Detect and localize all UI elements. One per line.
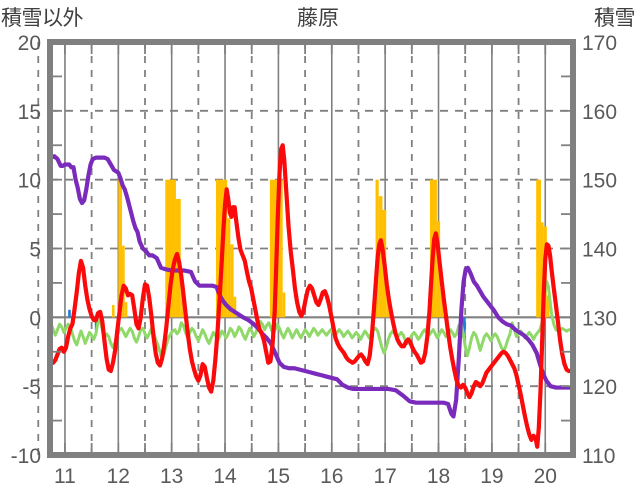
y-axis-left-tick-label: 0 (29, 307, 41, 330)
x-axis-tick-label: 19 (480, 465, 503, 488)
y-axis-right-tick-label: 140 (582, 239, 617, 262)
x-axis-tick-label: 14 (213, 465, 237, 488)
tick-labels-group: 20 15 10 5 0 -5 -10 170 160 150 140 130 120 110 11 12 13… (11, 32, 617, 488)
bar-item (165, 179, 176, 318)
x-axis-tick-label: 20 (534, 465, 557, 488)
bar-item (122, 245, 125, 318)
bar-item (227, 218, 231, 318)
plot-frame (47, 39, 576, 458)
series-path (48, 143, 575, 449)
x-axis-tick-label: 13 (160, 465, 183, 488)
y-axis-left-tick-label: -10 (11, 445, 41, 468)
x-axis-tick-label: 16 (320, 465, 343, 488)
left-axis-title: 積雪以外 (1, 6, 84, 30)
bar-item (546, 295, 550, 318)
series-path (49, 280, 574, 361)
y-axis-right-tick-label: 110 (582, 445, 615, 468)
y-axis-right-tick-label: 160 (582, 101, 617, 124)
x-axis-tick-label: 11 (54, 465, 76, 488)
bar-item (378, 196, 383, 318)
bar-item (118, 179, 123, 318)
bar-item (111, 304, 115, 318)
green-line-group (49, 280, 574, 361)
x-axis-tick-label: 18 (427, 465, 450, 488)
y-axis-right-tick-label: 130 (582, 307, 617, 330)
tick-marks-group (53, 41, 573, 456)
bar-item (282, 292, 286, 318)
x-axis-tick-label: 17 (373, 465, 396, 488)
purple-line-group (48, 154, 575, 419)
y-axis-left-tick-label: -5 (22, 376, 41, 399)
y-axis-left-tick-label: 10 (18, 170, 41, 193)
bar-item (124, 302, 128, 318)
bar-item (536, 179, 541, 318)
x-axis-tick-label: 12 (107, 465, 130, 488)
bar-item (386, 298, 390, 318)
bar-item (540, 222, 544, 318)
y-axis-right-tick-label: 150 (582, 170, 617, 193)
y-axis-left-tick-label: 5 (29, 239, 41, 262)
right-axis-title: 積雪 (594, 6, 636, 30)
red-line-group (48, 143, 575, 449)
bar-item (68, 309, 71, 318)
y-axis-right-tick-label: 120 (582, 376, 617, 399)
y-axis-right-tick-label: 170 (582, 32, 617, 55)
series-path (48, 154, 575, 419)
y-axis-left-tick-label: 15 (18, 101, 41, 124)
bar-item (230, 244, 234, 318)
chart-title: 藤原 (297, 6, 339, 30)
y-axis-left-tick-label: 20 (18, 32, 41, 55)
bar-item (461, 317, 466, 338)
bar-item (440, 288, 444, 318)
bar-item (233, 296, 237, 318)
x-axis-tick-label: 15 (267, 465, 290, 488)
